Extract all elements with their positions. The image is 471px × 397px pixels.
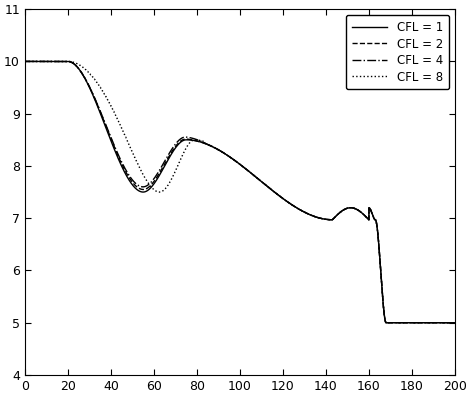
- Line: CFL = 4: CFL = 4: [25, 62, 455, 323]
- CFL = 2: [22, 59, 28, 64]
- Legend: CFL = 1, CFL = 2, CFL = 4, CFL = 8: CFL = 1, CFL = 2, CFL = 4, CFL = 8: [346, 15, 449, 89]
- CFL = 8: [187, 140, 193, 145]
- CFL = 8: [206, 143, 211, 147]
- CFL = 8: [71, 60, 77, 65]
- CFL = 2: [97, 107, 102, 112]
- CFL = 1: [22, 59, 28, 64]
- CFL = 1: [71, 62, 77, 66]
- CFL = 4: [206, 143, 211, 147]
- CFL = 4: [71, 62, 77, 66]
- CFL = 8: [97, 84, 102, 89]
- CFL = 1: [187, 138, 193, 143]
- CFL = 2: [187, 137, 193, 142]
- CFL = 8: [22, 59, 28, 64]
- CFL = 8: [444, 320, 449, 325]
- CFL = 2: [383, 320, 389, 325]
- CFL = 8: [398, 320, 403, 325]
- CFL = 4: [22, 59, 28, 64]
- CFL = 1: [452, 320, 458, 325]
- Line: CFL = 2: CFL = 2: [25, 62, 455, 323]
- CFL = 2: [452, 320, 458, 325]
- CFL = 1: [206, 143, 211, 147]
- CFL = 4: [383, 320, 389, 325]
- Line: CFL = 1: CFL = 1: [25, 62, 455, 323]
- Line: CFL = 8: CFL = 8: [25, 62, 455, 323]
- CFL = 4: [97, 107, 102, 112]
- CFL = 2: [398, 320, 403, 325]
- CFL = 4: [187, 135, 193, 140]
- CFL = 1: [97, 109, 102, 114]
- CFL = 1: [444, 320, 449, 325]
- CFL = 4: [452, 320, 458, 325]
- CFL = 2: [444, 320, 449, 325]
- CFL = 2: [71, 62, 77, 66]
- CFL = 1: [398, 320, 403, 325]
- CFL = 1: [383, 320, 389, 325]
- CFL = 8: [383, 320, 389, 325]
- CFL = 2: [206, 143, 211, 147]
- CFL = 4: [444, 320, 449, 325]
- CFL = 4: [398, 320, 403, 325]
- CFL = 8: [452, 320, 458, 325]
